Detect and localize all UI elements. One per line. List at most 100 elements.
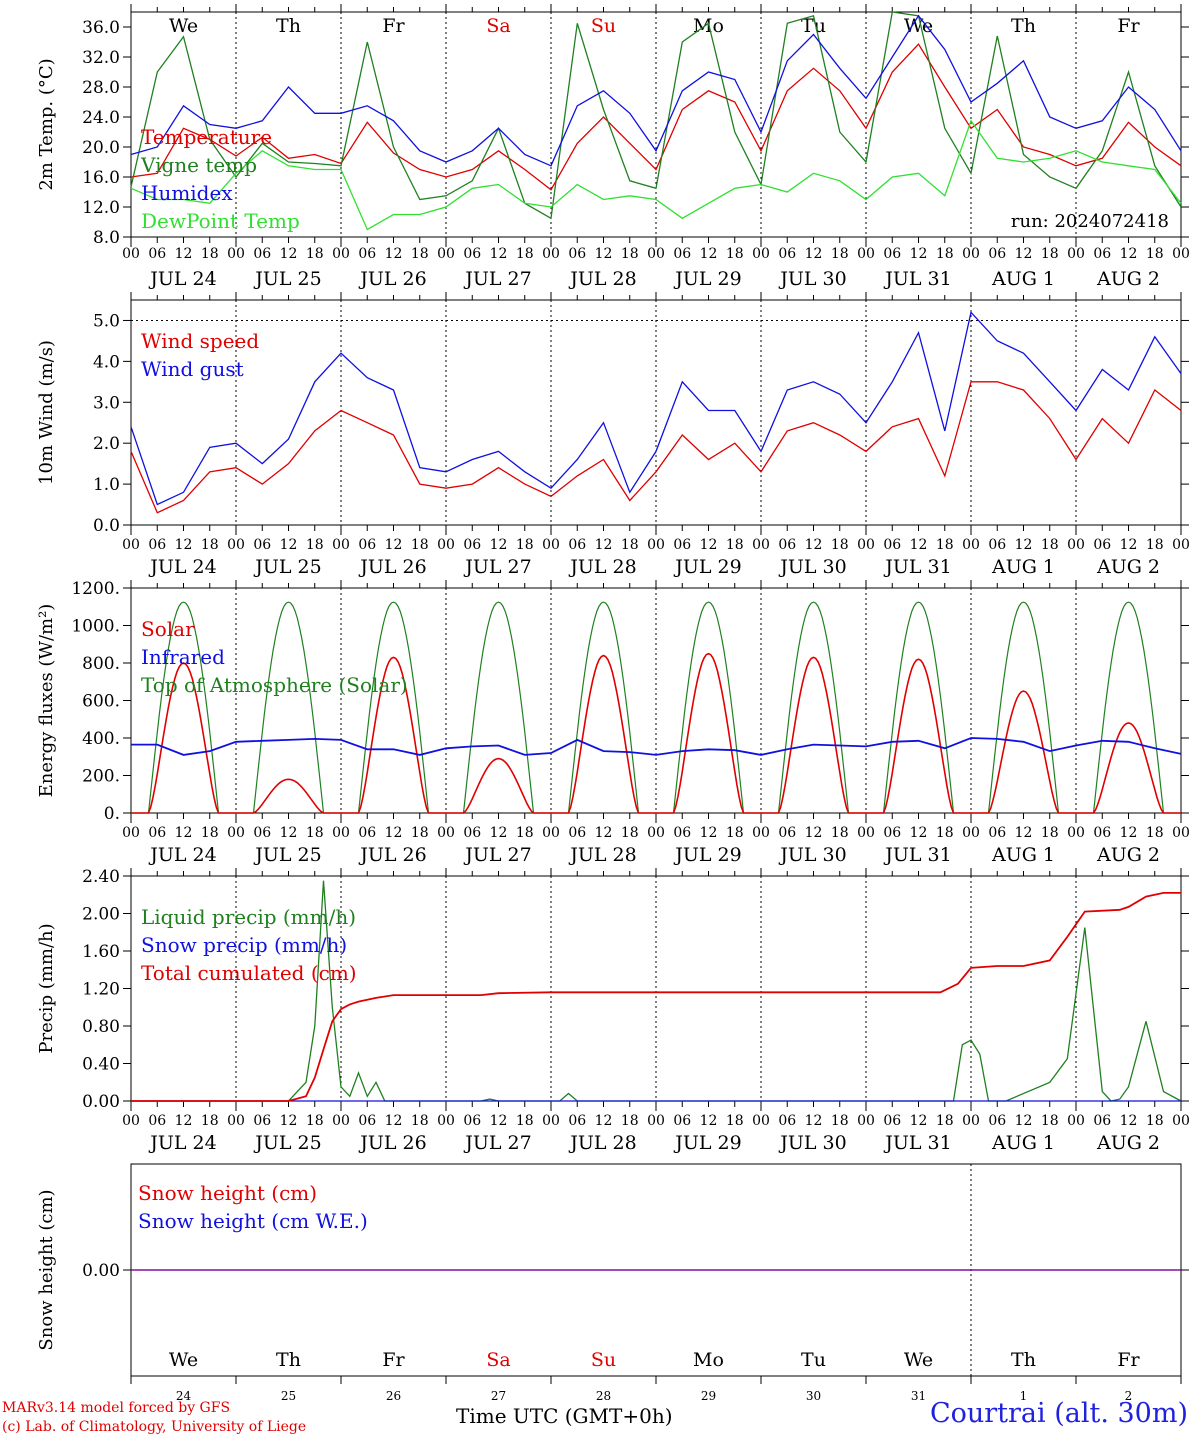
temperature-hour-label: 00 [962, 246, 980, 262]
precip-hour-label: 18 [831, 1113, 849, 1129]
precip-y-tick-label: 0.00 [82, 1092, 120, 1112]
energy-hour-label: 06 [358, 825, 376, 841]
wind-series-wind-speed [130, 381, 1182, 514]
temperature-hour-label: 06 [883, 246, 901, 262]
snow-y-tick-label: 0.00 [82, 1261, 120, 1281]
wind-hour-label: 18 [726, 537, 744, 553]
precip-hour-label: 18 [411, 1113, 429, 1129]
energy-hour-label: 06 [673, 825, 691, 841]
energy-hour-label: 06 [148, 825, 166, 841]
temperature-hour-label: 06 [253, 246, 271, 262]
temperature-run-annotation: run: 2024072418 [1011, 211, 1169, 232]
temperature-date-label: JUL 24 [148, 268, 216, 290]
energy-legend-infrared: Infrared [141, 645, 225, 669]
snow-day-name: Su [591, 1349, 616, 1371]
temperature-hour-label: 12 [805, 246, 823, 262]
wind-hour-label: 12 [280, 537, 298, 553]
temperature-hour-label: 00 [1172, 246, 1190, 262]
precip-hour-label: 18 [306, 1113, 324, 1129]
energy-hour-label: 18 [306, 825, 324, 841]
snow-day-number: 24 [176, 1389, 192, 1403]
energy-y-tick-label: 200. [82, 767, 120, 787]
snow-day-name: Tu [801, 1349, 826, 1371]
precip-date-label: JUL 27 [463, 1132, 531, 1154]
temperature-hour-label: 00 [857, 246, 875, 262]
energy-date-label: JUL 25 [253, 844, 321, 866]
wind-hour-label: 18 [936, 537, 954, 553]
energy-hour-label: 18 [411, 825, 429, 841]
energy-y-tick-label: 400. [82, 729, 120, 749]
wind-hour-label: 00 [227, 537, 245, 553]
temperature-hour-label: 18 [306, 246, 324, 262]
precip-y-tick-label: 1.20 [82, 980, 120, 1000]
temperature-hour-label: 18 [936, 246, 954, 262]
wind-hour-label: 18 [516, 537, 534, 553]
wind-hour-label: 00 [1172, 537, 1190, 553]
wind-hour-label: 00 [332, 537, 350, 553]
energy-hour-label: 06 [778, 825, 796, 841]
energy-date-label: JUL 27 [463, 844, 531, 866]
temperature-day-name: Sa [486, 15, 510, 37]
temperature-hour-label: 18 [516, 246, 534, 262]
energy-hour-label: 06 [463, 825, 481, 841]
temperature-date-label: JUL 25 [253, 268, 321, 290]
energy-date-label: JUL 30 [778, 844, 846, 866]
precip-y-tick-label: 2.00 [82, 905, 120, 925]
energy-hour-label: 18 [516, 825, 534, 841]
snow-legend-snow-height-cm: Snow height (cm) [138, 1181, 317, 1205]
precip-hour-label: 06 [463, 1113, 481, 1129]
energy-hour-label: 12 [700, 825, 718, 841]
wind-date-label: JUL 31 [883, 556, 951, 578]
temperature-day-name: Su [591, 15, 616, 37]
temperature-hour-label: 18 [201, 246, 219, 262]
precip-hour-label: 06 [778, 1113, 796, 1129]
energy-hour-label: 00 [1172, 825, 1190, 841]
precip-hour-label: 06 [883, 1113, 901, 1129]
temperature-y-tick-label: 16.0 [82, 168, 120, 188]
snow-day-name: Sa [486, 1349, 510, 1371]
temperature-series-humidex [130, 14, 1182, 167]
time-axis-label: Time UTC (GMT+0h) [456, 1404, 673, 1428]
temperature-day-name: Th [1011, 15, 1036, 37]
precip-hour-label: 12 [385, 1113, 403, 1129]
wind-hour-label: 06 [568, 537, 586, 553]
precip-y-tick-label: 0.80 [82, 1017, 120, 1037]
energy-hour-label: 12 [385, 825, 403, 841]
temperature-hour-label: 06 [778, 246, 796, 262]
precip-hour-label: 00 [227, 1113, 245, 1129]
energy-date-label: JUL 28 [568, 844, 636, 866]
wind-hour-label: 18 [411, 537, 429, 553]
precip-hour-label: 12 [805, 1113, 823, 1129]
wind-y-tick-label: 3.0 [93, 393, 120, 413]
wind-y-tick-label: 4.0 [93, 352, 120, 372]
temperature-date-label: AUG 1 [991, 268, 1055, 290]
energy-hour-label: 06 [988, 825, 1006, 841]
wind-date-label: JUL 27 [463, 556, 531, 578]
precip-hour-label: 12 [490, 1113, 508, 1129]
precip-date-label: JUL 31 [883, 1132, 951, 1154]
precip-date-label: JUL 25 [253, 1132, 321, 1154]
energy-hour-label: 00 [1067, 825, 1085, 841]
temperature-hour-label: 00 [332, 246, 350, 262]
wind-hour-label: 18 [621, 537, 639, 553]
precip-hour-label: 06 [358, 1113, 376, 1129]
precip-hour-label: 18 [1041, 1113, 1059, 1129]
precip-hour-label: 00 [857, 1113, 875, 1129]
temperature-hour-label: 12 [910, 246, 928, 262]
wind-hour-label: 06 [673, 537, 691, 553]
temperature-hour-label: 18 [1146, 246, 1164, 262]
temperature-hour-label: 06 [463, 246, 481, 262]
temperature-day-name: Th [276, 15, 301, 37]
energy-hour-label: 12 [490, 825, 508, 841]
temperature-hour-label: 00 [437, 246, 455, 262]
precip-hour-label: 00 [1067, 1113, 1085, 1129]
wind-legend-wind-speed: Wind speed [141, 329, 259, 353]
energy-hour-label: 06 [253, 825, 271, 841]
wind-legend-wind-gust: Wind gust [141, 357, 244, 381]
wind-hour-label: 18 [201, 537, 219, 553]
snow-day-number: 30 [806, 1389, 821, 1403]
energy-hour-label: 12 [1120, 825, 1138, 841]
snow-legend-snow-height-cm-w-e: Snow height (cm W.E.) [138, 1209, 368, 1233]
temperature-hour-label: 12 [175, 246, 193, 262]
